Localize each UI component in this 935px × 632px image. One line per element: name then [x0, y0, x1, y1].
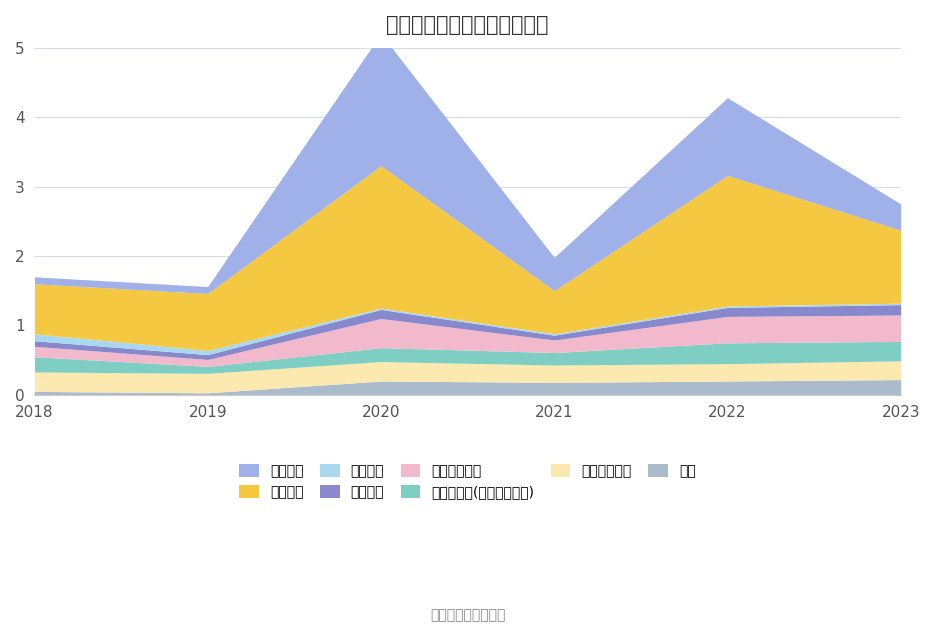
Text: 数据来源：恒生聚源: 数据来源：恒生聚源 [430, 609, 505, 623]
Legend: 短期借款, 应付账款, 预收款项, 合同负债, 应付职工薪酬, 其他应付款(含利息和股利), 长期递延收益, 其它: 短期借款, 应付账款, 预收款项, 合同负债, 应付职工薪酬, 其他应付款(含利… [233, 458, 703, 506]
Title: 历年主要负债堆积图（亿元）: 历年主要负债堆积图（亿元） [386, 15, 549, 35]
